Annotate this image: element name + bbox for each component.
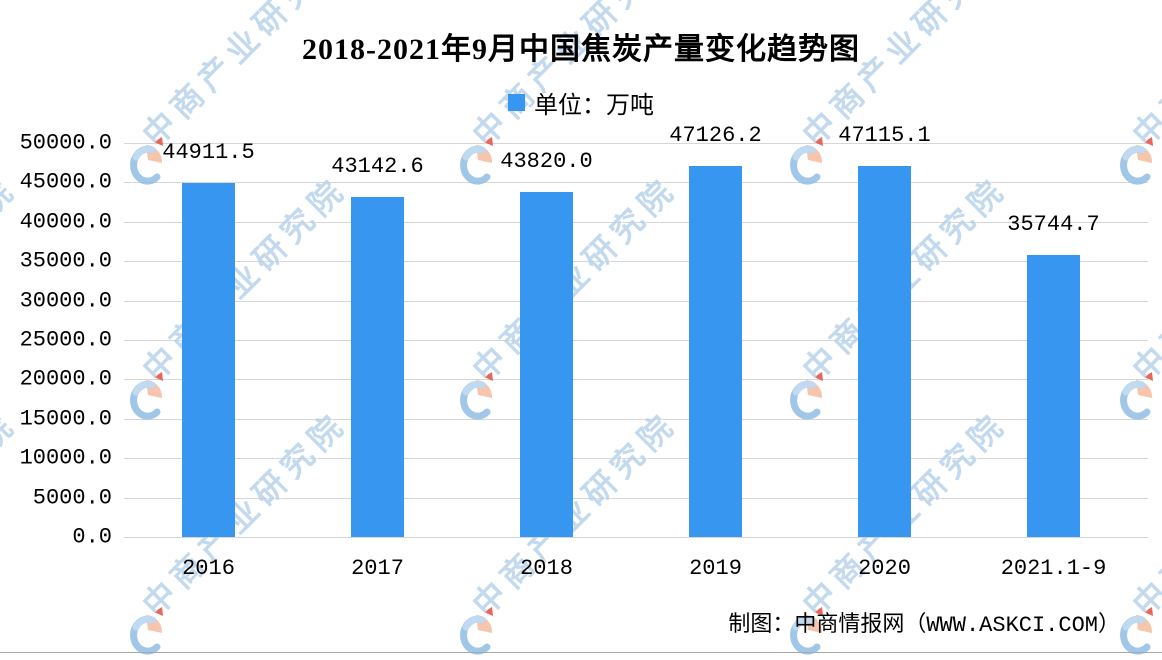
bar-value-label: 35744.7 xyxy=(1007,212,1100,238)
x-axis-tick-label: 2018 xyxy=(520,556,573,581)
source-credit: 制图：中商情报网（WWW.ASKCI.COM） xyxy=(728,613,1120,638)
x-axis-tick-label: 2019 xyxy=(689,556,742,581)
y-axis-tick-label: 15000.0 xyxy=(19,406,112,432)
bar-value-label: 47126.2 xyxy=(669,122,762,148)
y-axis-tick-label: 30000.0 xyxy=(19,288,112,314)
bar xyxy=(1027,255,1080,537)
bar-value-label: 43820.0 xyxy=(500,148,593,174)
x-axis-tick-label: 2017 xyxy=(351,556,404,581)
bar-value-label: 44911.5 xyxy=(162,140,255,166)
bar xyxy=(858,165,911,537)
bar-value-label: 47115.1 xyxy=(838,122,931,148)
gridline xyxy=(124,379,1148,381)
gridline xyxy=(124,537,1148,538)
legend-label: 单位：万吨 xyxy=(534,91,654,119)
gridline xyxy=(124,340,1148,341)
y-axis-tick-label: 0.0 xyxy=(72,524,112,550)
x-axis-tick-label: 2020 xyxy=(858,556,911,581)
bar xyxy=(351,197,404,537)
y-axis-tick-label: 5000.0 xyxy=(32,485,112,511)
gridline xyxy=(124,143,1148,144)
gridline xyxy=(124,261,1148,263)
y-axis-tick-label: 35000.0 xyxy=(19,248,112,274)
gridline xyxy=(124,182,1148,184)
gridline xyxy=(124,497,1148,499)
x-axis-tick-label: 2016 xyxy=(182,556,235,581)
gridline xyxy=(124,458,1148,460)
y-axis-tick-label: 25000.0 xyxy=(19,327,112,353)
gridline xyxy=(124,418,1148,420)
legend: 单位：万吨 xyxy=(0,88,1162,119)
x-axis-tick-label: 2021.1-9 xyxy=(1000,556,1107,581)
y-axis-tick-label: 10000.0 xyxy=(19,445,112,471)
legend-swatch-icon xyxy=(508,93,525,111)
bottom-divider xyxy=(0,652,1162,653)
chart-title: 2018-2021年9月中国焦炭产量变化趋势图 xyxy=(302,33,860,66)
bar xyxy=(689,165,742,537)
y-axis-tick-label: 20000.0 xyxy=(19,366,112,392)
y-axis-tick-label: 40000.0 xyxy=(19,209,112,235)
y-axis-tick-label: 50000.0 xyxy=(19,130,112,156)
y-axis-tick-label: 45000.0 xyxy=(19,169,112,195)
bar-value-label: 43142.6 xyxy=(331,154,424,180)
gridline xyxy=(124,221,1148,223)
bar xyxy=(520,191,573,537)
gridline xyxy=(124,300,1148,302)
bar xyxy=(182,183,235,537)
